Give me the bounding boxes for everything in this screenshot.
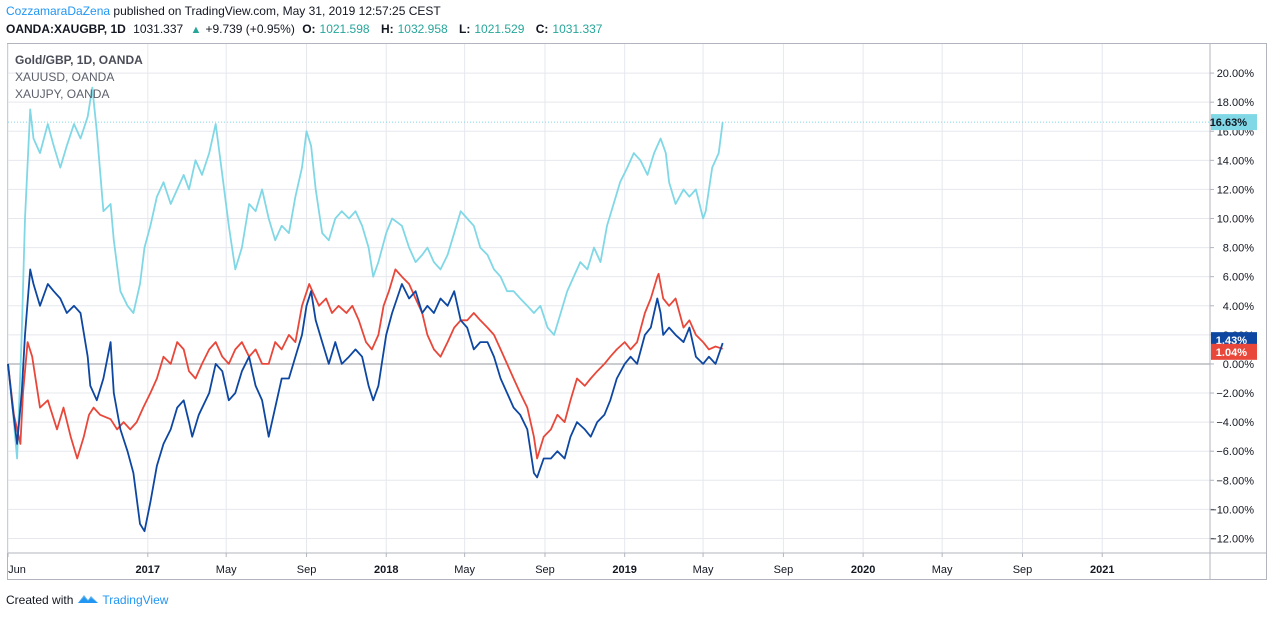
x-tick-label: Sep [297, 564, 317, 576]
price-axis: 20.00%18.00%16.00%14.00%12.00%10.00%8.00… [1210, 68, 1254, 545]
x-tick-label: May [454, 564, 475, 576]
chart-legend: Gold/GBP, 1D, OANDA XAUUSD, OANDA XAUJPY… [15, 52, 143, 103]
legend-item-xaugbp[interactable]: Gold/GBP, 1D, OANDA [15, 53, 143, 67]
close-value: C: 1031.337 [536, 22, 607, 36]
low-label: L: [459, 22, 471, 36]
x-tick-label: 2017 [136, 564, 160, 576]
low-value: L: 1021.529 [459, 22, 528, 36]
y-tick-label: 6.00% [1223, 272, 1254, 284]
tradingview-logo-icon[interactable] [77, 592, 99, 607]
low-number: 1021.529 [474, 22, 525, 36]
legend-item-xaujpy[interactable]: XAUJPY, OANDA [15, 87, 110, 101]
up-arrow-icon: ▲ [190, 24, 202, 36]
last-value-label: 16.63% [1210, 117, 1248, 129]
y-tick-label: −6.00% [1216, 446, 1254, 458]
x-tick-label: May [216, 564, 237, 576]
last-value-badge [1211, 343, 1257, 360]
y-tick-label: 0.00% [1223, 359, 1254, 371]
x-tick-label: 2021 [1090, 564, 1114, 576]
tradingview-link[interactable]: TradingView [102, 592, 169, 607]
grid-lines [7, 44, 1210, 553]
high-label: H: [380, 22, 394, 36]
series-xaujpy-line[interactable] [7, 86, 724, 460]
y-tick-label: 20.00% [1217, 68, 1255, 80]
publish-text: published on TradingView.com, May 31, 20… [113, 4, 441, 18]
x-tick-label: Sep [774, 564, 794, 576]
symbol-name: OANDA:XAUGBP, 1D [6, 22, 126, 36]
publish-info: CozzamaraDaZena published on TradingView… [6, 4, 441, 18]
x-tick-label: May [693, 564, 714, 576]
x-tick-label: Jun [8, 564, 26, 576]
x-tick-label: Sep [1013, 564, 1033, 576]
legend-item-xauusd[interactable]: XAUUSD, OANDA [15, 70, 115, 84]
author-link[interactable]: CozzamaraDaZena [6, 4, 111, 18]
y-tick-label: −10.00% [1210, 504, 1254, 516]
last-value-label: 1.04% [1216, 347, 1247, 359]
high-number: 1032.958 [397, 22, 448, 36]
series-xaugbp-line[interactable] [7, 268, 723, 460]
x-tick-label: 2018 [374, 564, 398, 576]
last-value-badge [1211, 114, 1257, 131]
x-tick-label: 2020 [851, 564, 875, 576]
open-label: O: [302, 22, 316, 36]
y-tick-label: 14.00% [1217, 155, 1255, 167]
y-tick-label: 18.00% [1217, 97, 1255, 109]
close-label: C: [535, 22, 549, 36]
x-tick-label: Sep [535, 564, 555, 576]
y-tick-label: 10.00% [1217, 214, 1255, 226]
last-price: 1031.337 [133, 22, 184, 36]
last-value-labels: 16.63%1.43%1.04% [1210, 114, 1257, 360]
symbol-bar: OANDA:XAUGBP, 1D 1031.337 ▲ +9.739 (+0.95… [6, 22, 610, 36]
price-change: +9.739 (+0.95%) [205, 22, 295, 36]
open-number: 1021.598 [319, 22, 370, 36]
series-xauusd-line[interactable] [7, 268, 724, 533]
x-tick-label: May [932, 564, 953, 576]
y-tick-label: 12.00% [1217, 184, 1255, 196]
y-tick-label: 8.00% [1223, 243, 1254, 255]
y-tick-label: −4.00% [1216, 417, 1254, 429]
x-tick-label: 2019 [612, 564, 636, 576]
y-tick-label: −8.00% [1216, 475, 1254, 487]
close-number: 1031.337 [552, 22, 603, 36]
y-tick-label: −12.00% [1210, 533, 1254, 545]
footer: Created with TradingView [6, 592, 168, 607]
series-lines [7, 86, 1210, 533]
open-value: O: 1021.598 [302, 22, 373, 36]
time-axis: Jun 2017 May Sep 2018 May Sep 2019 May Sep 2020 May… [7, 553, 1114, 576]
y-tick-label: −2.00% [1216, 388, 1254, 400]
high-value: H: 1032.958 [381, 22, 452, 36]
created-with-text: Created with [6, 592, 74, 607]
y-tick-label: 4.00% [1223, 301, 1254, 313]
